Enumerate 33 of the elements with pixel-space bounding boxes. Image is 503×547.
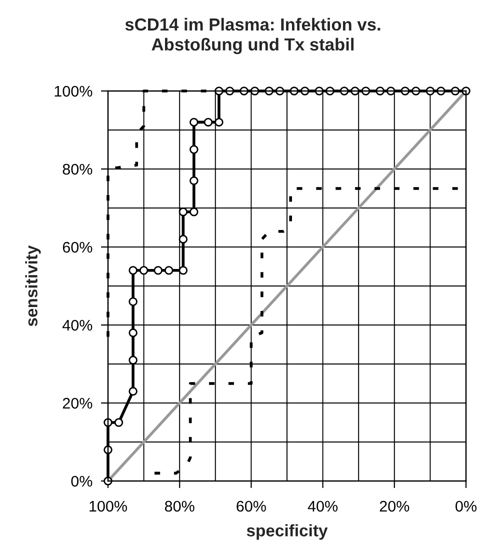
point	[164, 266, 174, 275]
point	[128, 386, 138, 396]
x-tick-label: 0%	[456, 500, 476, 512]
point	[190, 176, 198, 186]
point	[139, 266, 148, 275]
chart-title: sCD14 im Plasma: Infektion vs. Abstoßung und Tx stabil	[125, 18, 380, 54]
point	[178, 234, 188, 244]
y-tick-label: 80%	[62, 164, 92, 175]
point	[204, 118, 213, 127]
x-tick-label: 60%	[236, 500, 266, 512]
point	[190, 145, 198, 154]
point	[178, 266, 188, 275]
point	[128, 297, 138, 306]
y-tick-label: 100%	[54, 86, 92, 97]
y-tick-label: 40%	[62, 320, 92, 331]
point	[154, 266, 162, 275]
x-tick-label: 20%	[380, 500, 410, 512]
x-tick-label: 100%	[90, 500, 127, 512]
point	[128, 266, 138, 275]
point	[114, 418, 124, 427]
y-axis-title: sensitivity	[25, 245, 41, 326]
point	[178, 208, 188, 216]
point	[190, 208, 198, 216]
point	[214, 118, 224, 127]
y-tick-label: 0%	[71, 476, 92, 487]
x-tick-label: 80%	[164, 500, 194, 512]
point	[190, 118, 198, 127]
y-tick-label: 60%	[62, 242, 92, 253]
x-tick-label: 40%	[308, 500, 338, 512]
y-tick-label: 20%	[62, 398, 92, 409]
x-axis-title: specificity	[246, 524, 328, 540]
point	[128, 328, 138, 338]
point	[128, 356, 138, 364]
